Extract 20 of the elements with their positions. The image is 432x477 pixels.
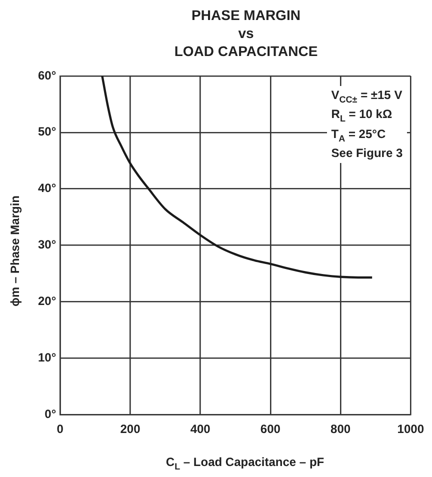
y-tick-label: 60° — [38, 68, 56, 82]
x-axis-title: C$_{L}$ – Load Capacitance – pF — [164, 455, 326, 472]
annotation: T$_{A}$ = 25°C — [331, 126, 386, 144]
y-tick-label: 0° — [44, 406, 56, 421]
y-tick-label: 40° — [38, 181, 56, 196]
annotation: R$_{L}$ = 10 kΩ — [331, 107, 392, 124]
y-tick-label: 20° — [38, 294, 56, 308]
y-tick-label: 50° — [38, 124, 56, 139]
x-tick-label: 600 — [260, 422, 281, 436]
x-tick-label: 1000 — [397, 422, 424, 436]
y-tick-label: 30° — [38, 238, 56, 252]
annotation: See Figure 3 — [331, 146, 403, 160]
chart-title: PHASE MARGIN vs LOAD CAPACITANCE — [173, 6, 319, 60]
y-tick-label: 10° — [38, 350, 56, 364]
x-tick-label: 800 — [330, 422, 351, 436]
x-tick-label: 400 — [190, 422, 211, 436]
x-tick-label: 0 — [56, 422, 64, 436]
x-tick-label: 200 — [120, 422, 141, 436]
y-axis-title: ϕm – Phase Margin — [8, 194, 22, 309]
annotation: V$_{CC±}$ = ±15 V — [331, 88, 402, 104]
